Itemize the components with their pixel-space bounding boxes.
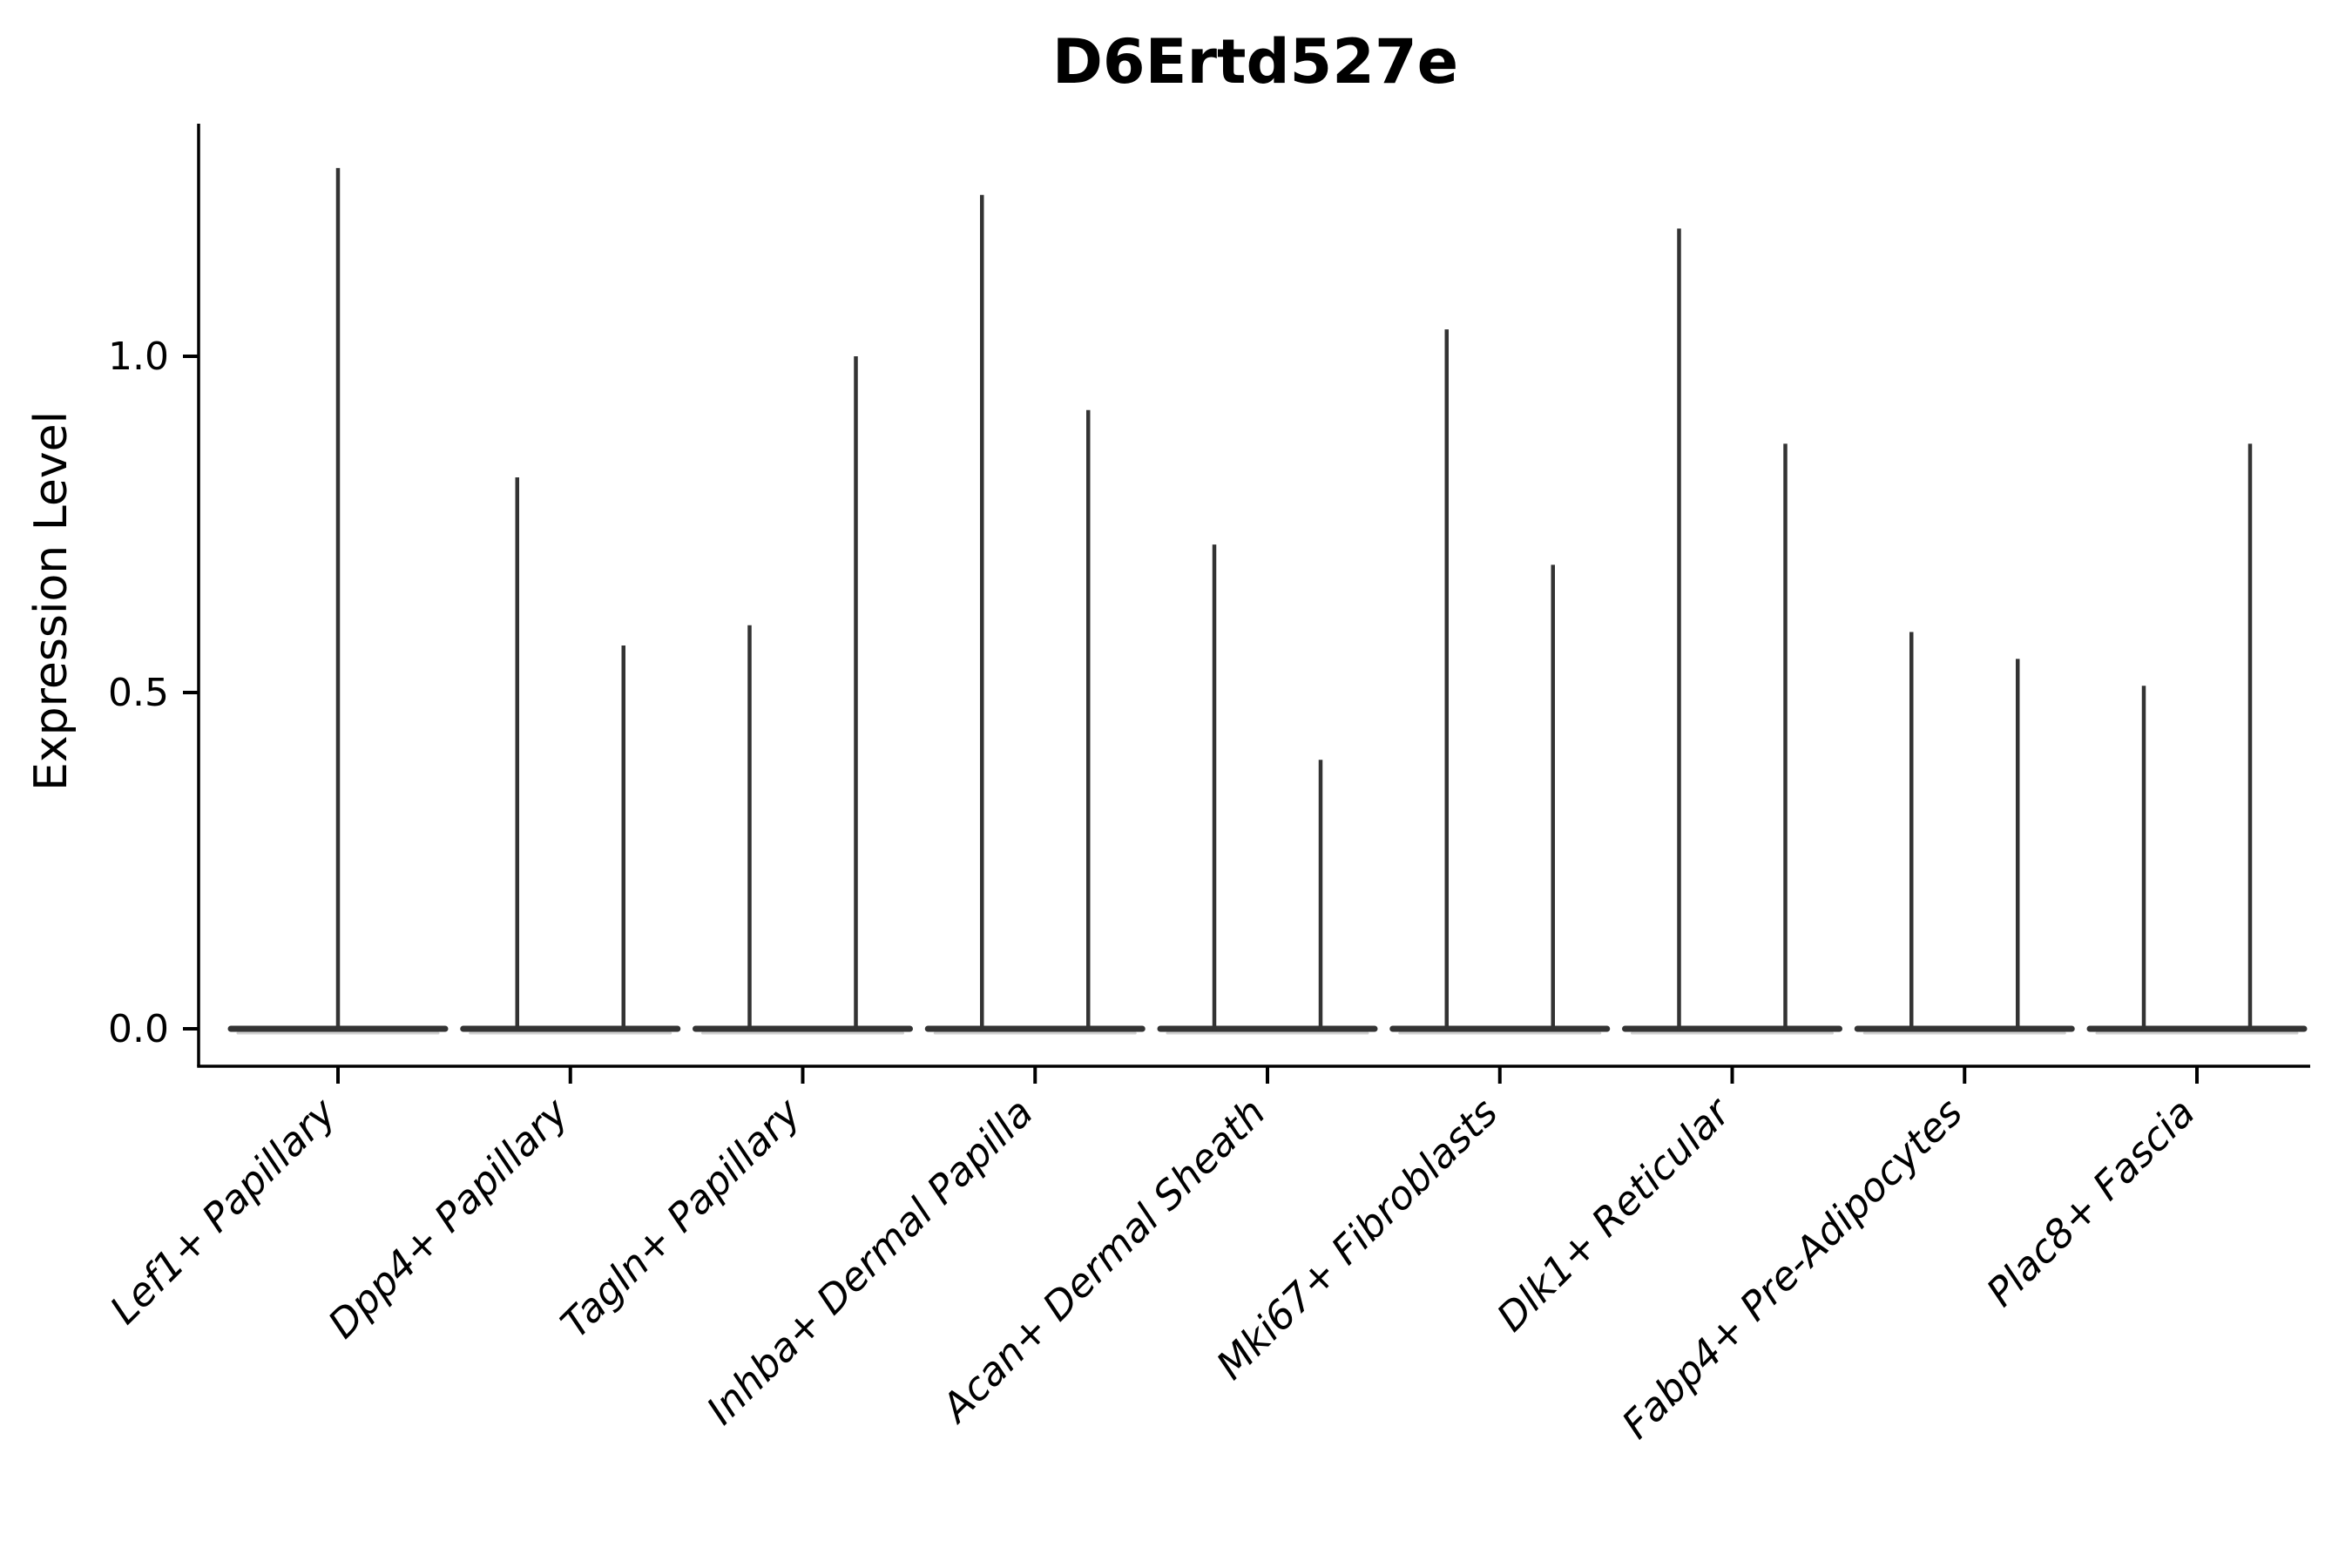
violin-group-8 bbox=[1854, 632, 2075, 1035]
x-tick-label: Tagln+ Papillary bbox=[551, 1088, 810, 1347]
x-tick-label: Lef1+ Papillary bbox=[101, 1088, 346, 1333]
y-tick-label: 0.5 bbox=[108, 671, 169, 715]
chart-title: D6Ertd527e bbox=[1052, 26, 1458, 98]
violin-group-7 bbox=[1622, 228, 1842, 1035]
y-tick-label: 1.0 bbox=[108, 335, 169, 379]
y-axis-label: Expression Level bbox=[25, 411, 78, 791]
violin-group-5 bbox=[1157, 544, 1378, 1035]
violin-group-2 bbox=[460, 476, 681, 1035]
x-tick-label: Dpp4+ Papillary bbox=[319, 1088, 578, 1347]
violin-group-9 bbox=[2086, 443, 2308, 1035]
violin-group-3 bbox=[693, 356, 913, 1035]
x-tick-label: Plac8+ Fascia bbox=[1977, 1089, 2204, 1315]
y-tick-label: 0.0 bbox=[108, 1007, 169, 1051]
violin-group-1 bbox=[227, 167, 449, 1035]
violin-group-4 bbox=[924, 194, 1146, 1035]
violin-group-6 bbox=[1389, 329, 1611, 1035]
x-tick-label: Dlk1+ Reticular bbox=[1488, 1088, 1740, 1341]
